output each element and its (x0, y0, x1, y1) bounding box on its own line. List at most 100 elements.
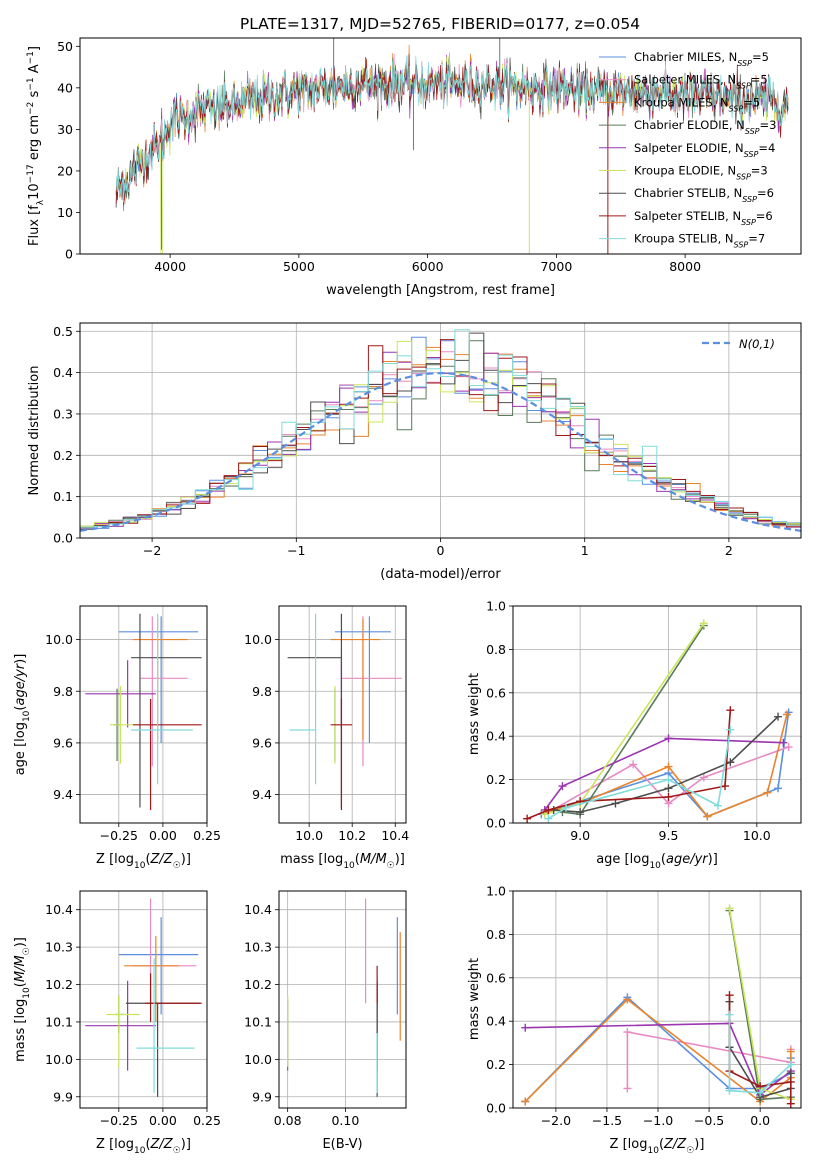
y-tick-label: 0.0 (486, 1101, 506, 1116)
plots: 4000 5000 6000 7000 800001020304050wavelengt… (13, 37, 802, 1156)
y-tick-label: 0.3 (53, 406, 73, 421)
axes-frame (278, 890, 407, 1109)
y-axis-label: mass weight (467, 673, 482, 755)
weight-marker-salpeter_elodie (558, 782, 567, 791)
weight-marker-kroupa_miles (664, 762, 673, 771)
x-tick-label: 0.25 (193, 828, 221, 843)
y-tick-label: 10.4 (244, 902, 272, 917)
x-tick-label: 0.00 (149, 828, 177, 843)
weight-marker-salpeter_stelib (544, 805, 553, 814)
x-axis-label: (data-model)/error (380, 567, 501, 582)
weight-marker-salpeter_elodie (664, 734, 673, 743)
weight-marker-salpeter_stelib (523, 814, 532, 823)
y-tick-label: 9.8 (53, 684, 73, 699)
panel-spectrum: 4000 5000 6000 7000 8000 0 10 20 30 40 50 wavelengt… (26, 37, 802, 298)
plot-area (287, 898, 401, 1097)
weight-marker-salpeter_miles (699, 773, 708, 782)
x-tick-label: 2 (725, 543, 733, 558)
y-tick-label: 0.2 (486, 772, 506, 787)
y-tick-label: 10 (57, 205, 73, 220)
panel-mass_vs_ebv: 0.08 0.10 9.9 10.0 10.1 10.2 10.3 10.4 E(B-V) (244, 890, 407, 1152)
y-tick-label: 9.6 (53, 735, 73, 750)
weight-line-chabrier_stelib (553, 716, 779, 813)
x-tick-label: 0.00 (149, 1113, 177, 1128)
plot-area (80, 329, 801, 532)
y-tick-label: 0.4 (486, 1014, 506, 1029)
x-tick-label: 10.2 (338, 828, 366, 843)
weight-marker-salpeter_miles (623, 1084, 632, 1093)
legend-label-chabrier_stelib: Chabrier STELIB, NSSP=6 (634, 186, 774, 204)
axes-frame (278, 605, 407, 824)
panel-weight_vs_age: 9.0 9.5 10.0 0.0 0.2 0.4 0.6 0.8 1.0 age [log10(a… (467, 599, 802, 871)
y-tick-label: 0.4 (53, 365, 73, 380)
legend-label-kroupa_miles: Kroupa MILES, NSSP=5 (634, 95, 760, 113)
x-tick-label: 9.0 (570, 828, 590, 843)
panel-age_vs_mass: 10.0 10.2 10.4 9.4 9.6 9.8 10.0 mass [log10(M/M… (244, 605, 409, 871)
weight-marker-kroupa_stelib (786, 1060, 795, 1069)
plot-area (85, 898, 202, 1097)
weight-marker-kroupa_elodie (725, 904, 734, 913)
weight-marker-chabrier_stelib (664, 784, 673, 793)
weight-line-salpeter_elodie (544, 737, 784, 811)
x-tick-label: −0.5 (694, 1113, 724, 1128)
x-axis-label: Z [log10(Z/Z☉)] (96, 852, 191, 871)
x-tick-label: 0.08 (274, 1113, 302, 1128)
x-tick-label: 0 (437, 543, 445, 558)
legend-label-chabrier_elodie: Chabrier ELODIE, NSSP=3 (634, 118, 776, 136)
weight-marker-kroupa_stelib (544, 814, 553, 823)
x-axis-label: Z [log10(Z/Z☉)] (96, 1137, 191, 1156)
x-tick-label: −0.25 (100, 828, 138, 843)
weight-marker-salpeter_elodie (779, 738, 788, 747)
weight-line-kroupa_stelib (728, 1014, 792, 1094)
weight-marker-chabrier_stelib (786, 1069, 795, 1078)
y-tick-label: 10.1 (244, 1014, 272, 1029)
axes-frame (79, 37, 802, 255)
weight-marker-chabrier_stelib (726, 758, 735, 767)
x-tick-label: 0.25 (193, 1113, 221, 1128)
x-tick-label: −1.0 (643, 1113, 673, 1128)
weight-marker-salpeter_elodie (521, 1023, 530, 1032)
weight-marker-kroupa_miles (763, 788, 772, 797)
axes-frame (512, 605, 802, 824)
y-tick-label: 0.8 (486, 642, 506, 657)
y-tick-label: 10.1 (45, 1014, 73, 1029)
y-tick-label: 0.0 (486, 816, 506, 831)
plot-area (287, 613, 402, 811)
x-tick-label: 1 (581, 543, 589, 558)
plot-area (521, 904, 795, 1108)
y-tick-label: 10.2 (45, 977, 73, 992)
y-tick-label: 0.1 (53, 489, 73, 504)
weight-line-salpeter_stelib (526, 710, 732, 820)
weight-marker-kroupa_stelib (664, 775, 673, 784)
x-axis-label: mass [log10(M/M☉)] (280, 852, 405, 871)
y-tick-label: 0.2 (486, 1057, 506, 1072)
weight-marker-kroupa_miles (782, 710, 791, 719)
weight-marker-chabrier_stelib (774, 712, 783, 721)
weight-marker-kroupa_elodie (699, 619, 708, 628)
x-tick-label: 0.0 (750, 1113, 770, 1128)
y-axis-label: age [log10(age/yr)] (13, 654, 32, 776)
weight-marker-salpeter_stelib (786, 1077, 795, 1086)
legend-label-normal: N(0,1) (739, 337, 775, 351)
weight-marker-salpeter_miles (623, 1028, 632, 1037)
legend: Chabrier MILES, NSSP=5 Salpeter MILES, NS… (599, 50, 776, 249)
y-tick-label: 10.0 (244, 1052, 272, 1067)
x-tick-label: 8000 (669, 259, 701, 274)
figure-title: PLATE=1317, MJD=52765, FIBERID=0177, z=0… (240, 15, 640, 33)
y-tick-label: 30 (57, 122, 73, 137)
x-tick-label: 10.0 (743, 828, 771, 843)
weight-marker-salpeter_stelib (725, 991, 734, 1000)
y-tick-label: 10.4 (45, 902, 73, 917)
x-tick-label: 0.10 (331, 1113, 359, 1128)
y-tick-label: 0.6 (486, 685, 506, 700)
weight-line-salpeter_elodie (525, 1022, 792, 1097)
weight-marker-salpeter_stelib (664, 792, 673, 801)
weight-marker-kroupa_stelib (725, 1086, 734, 1095)
legend-label-salpeter_elodie: Salpeter ELODIE, NSSP=4 (634, 141, 775, 159)
y-tick-label: 50 (57, 39, 73, 54)
y-tick-label: 0.6 (486, 970, 506, 985)
y-tick-label: 9.6 (252, 735, 272, 750)
x-axis-label: Z [log10(Z/Z☉)] (610, 1137, 705, 1156)
weight-marker-chabrier_miles (774, 784, 783, 793)
